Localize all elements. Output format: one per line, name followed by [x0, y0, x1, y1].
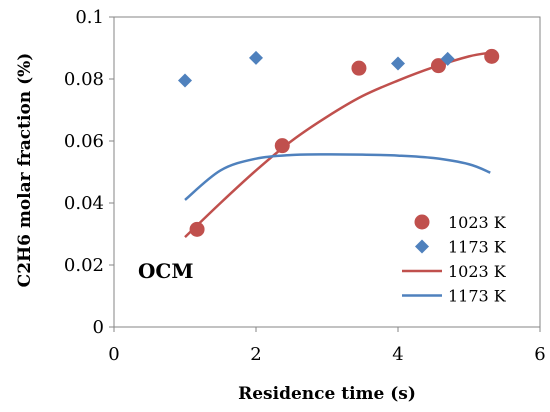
legend-label: 1173 K [448, 238, 507, 257]
legend-entry: 1023 K [414, 213, 507, 232]
legend-label: 1023 K [448, 262, 507, 281]
data-point-1173-k [440, 51, 455, 66]
y-axis-title: C2H6 molar fraction (%) [15, 53, 35, 288]
legend-marker [415, 239, 429, 254]
y-tick-label: 0.04 [64, 193, 104, 214]
y-tick-label: 0.1 [75, 7, 104, 28]
x-tick-label: 0 [108, 344, 119, 365]
data-point-1173-k [249, 50, 263, 65]
y-tick-label: 0.08 [64, 69, 104, 90]
data-point-1023-k [430, 58, 446, 74]
y-tick-label: 0.02 [64, 255, 104, 276]
y-tick-label: 0 [93, 317, 104, 338]
data-point-1173-k [391, 56, 405, 71]
x-tick-label: 6 [534, 344, 545, 365]
series-layer [178, 48, 500, 239]
data-point-1023-k [274, 138, 290, 154]
ocm-annotation: OCM [138, 259, 193, 283]
data-point-1023-k [189, 221, 205, 237]
data-point-1173-k [178, 73, 192, 88]
x-tick-label: 4 [392, 344, 403, 365]
legend-entry: 1173 K [402, 287, 507, 306]
fit-line-1173-k [184, 153, 491, 201]
data-point-1023-k [351, 60, 367, 76]
legend-label: 1173 K [448, 287, 507, 306]
x-axis-title: Residence time (s) [238, 384, 416, 404]
data-point-1023-k [484, 48, 500, 64]
legend-entry: 1023 K [402, 262, 507, 281]
legend-entry: 1173 K [415, 238, 507, 257]
legend: 1023 K 1173 K 1023 K 1173 K [402, 213, 507, 306]
axes: 0 2 4 6 0 0.02 0.04 0.06 0.08 0.1 [64, 7, 546, 365]
legend-marker [414, 214, 430, 230]
legend-label: 1023 K [448, 213, 507, 232]
y-tick-label: 0.06 [64, 131, 104, 152]
plot-frame [113, 16, 541, 328]
fit-line-1023-k [184, 51, 491, 239]
x-tick-label: 2 [250, 344, 261, 365]
